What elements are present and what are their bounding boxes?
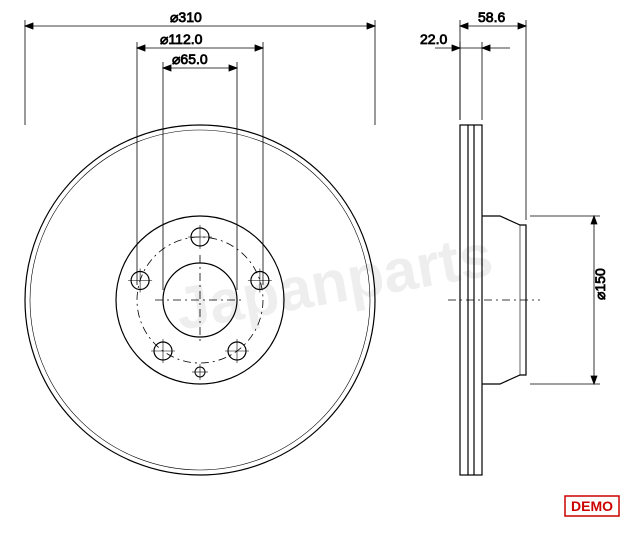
technical-drawing: Japanparts xyxy=(0,0,640,534)
demo-label: DEMO xyxy=(571,498,613,514)
dim-d112: ⌀112.0 xyxy=(160,31,203,47)
dim-d150: ⌀150 xyxy=(592,268,608,300)
dim-d310: ⌀310 xyxy=(170,9,202,25)
dim-w58: 58.6 xyxy=(478,9,505,25)
dim-w22: 22.0 xyxy=(420,31,447,47)
watermark-text: Japanparts xyxy=(171,221,498,343)
dimensions-side: 58.6 22.0 ⌀150 xyxy=(420,9,608,384)
dim-d65: ⌀65.0 xyxy=(172,51,208,67)
demo-badge: DEMO xyxy=(565,496,619,516)
